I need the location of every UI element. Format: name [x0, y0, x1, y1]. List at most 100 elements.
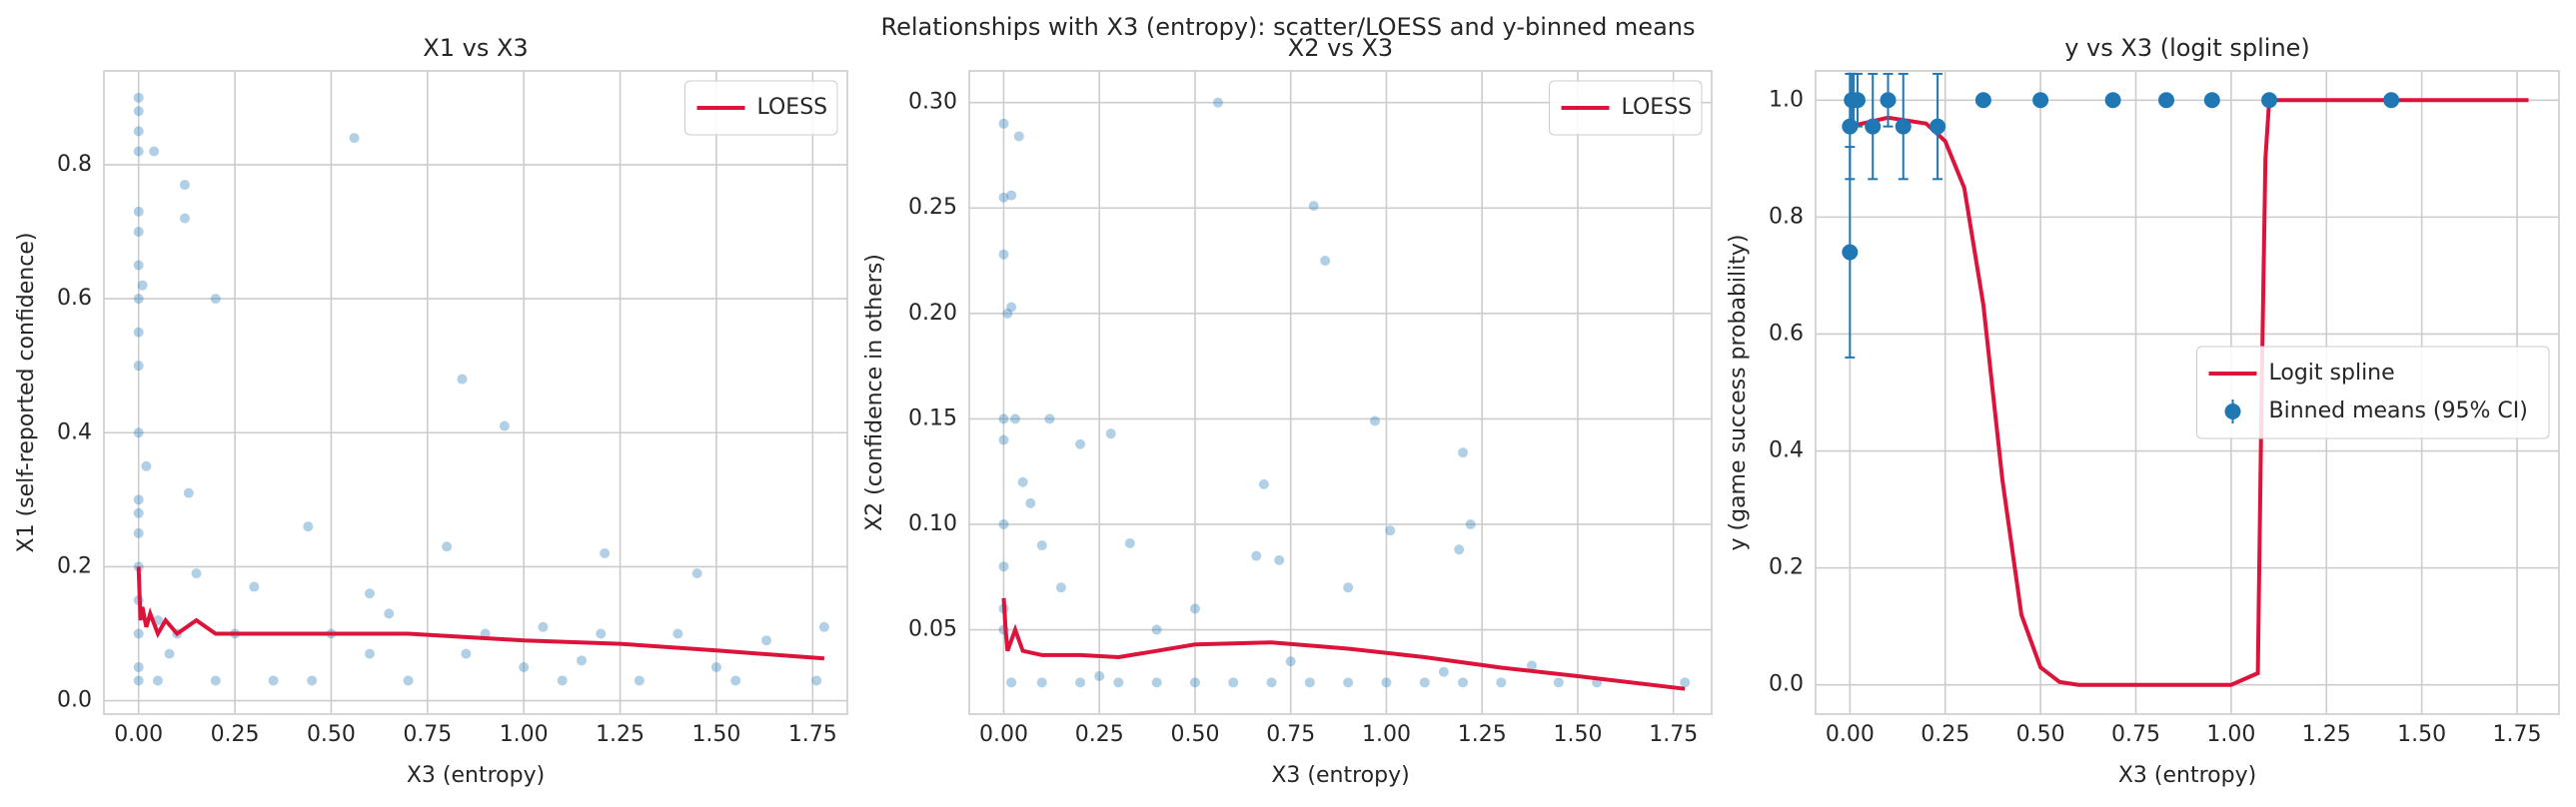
mean-marker [2032, 92, 2049, 109]
scatter-point [1496, 677, 1507, 688]
mean-marker [2261, 92, 2278, 109]
x-tick-label: 0.25 [1075, 722, 1124, 747]
scatter-point [179, 180, 190, 191]
scatter-point [137, 280, 148, 291]
scatter-point [1009, 413, 1020, 424]
scatter-point [133, 327, 144, 338]
scatter-point [133, 92, 144, 103]
x-tick-label: 0.75 [2111, 722, 2160, 747]
scatter-point [133, 294, 144, 305]
scatter-point [538, 621, 549, 632]
scatter-point [364, 648, 375, 659]
scatter-point [596, 628, 607, 639]
y-tick-label: 0.0 [57, 688, 92, 713]
legend-label: LOESS [1622, 95, 1693, 120]
scatter-point [1320, 256, 1331, 267]
scatter-point [133, 527, 144, 538]
scatter-point [1025, 497, 1036, 508]
scatter-point [133, 106, 144, 117]
mean-marker [1849, 92, 1866, 109]
scatter-point [634, 675, 644, 686]
y-tick-label: 0.6 [1769, 321, 1804, 346]
scatter-point [307, 675, 318, 686]
line [1849, 98, 2529, 687]
scatter-point [210, 675, 221, 686]
subplot: y vs X3 (logit spline) X3 (entropy) y (gam… [1726, 34, 2560, 788]
scatter-point [133, 227, 144, 237]
scatter-point [1075, 677, 1086, 688]
y-tick-label: 0.2 [1769, 555, 1804, 580]
scatter-point [1258, 478, 1269, 489]
scatter-point [1113, 677, 1124, 688]
y-tick-label: 0.8 [57, 152, 92, 177]
scatter-point [149, 146, 160, 157]
scatter-point [1266, 677, 1277, 688]
x-tick-label: 1.50 [691, 722, 740, 747]
scatter-point [133, 662, 144, 673]
y-tick-label: 1.0 [1769, 87, 1804, 112]
scatter-point [457, 374, 468, 385]
scatter-point [577, 655, 588, 666]
scatter-point [691, 568, 702, 579]
x-tick-label: 1.00 [2206, 722, 2255, 747]
scatter-point [1151, 624, 1162, 635]
line [136, 566, 825, 661]
x-axis-label: X3 (entropy) [407, 763, 545, 788]
scatter-point [152, 675, 163, 686]
y-tick-label: 0.10 [908, 511, 957, 536]
mean-marker [1842, 244, 1859, 261]
x-tick-label: 1.75 [2493, 722, 2542, 747]
scatter-point [1454, 544, 1465, 555]
scatter-point [1274, 554, 1285, 565]
y-tick-label: 0.0 [1769, 672, 1804, 697]
scatter-point [1343, 677, 1354, 688]
scatter-point [1189, 603, 1200, 614]
scatter-point [1553, 677, 1564, 688]
scatter-point [672, 628, 683, 639]
scatter-point [1228, 677, 1239, 688]
scatter-point [1036, 540, 1047, 551]
scatter-point [133, 675, 144, 686]
mean-marker [1895, 118, 1912, 135]
legend [2196, 346, 2550, 439]
legend [1549, 80, 1703, 136]
mean-marker [1865, 118, 1882, 135]
scatter-point [1006, 677, 1017, 688]
plot-frame [1815, 70, 2560, 715]
scatter-point [1124, 537, 1135, 548]
mean-marker [1880, 92, 1897, 109]
scatter-point [403, 675, 414, 686]
scatter-point [519, 662, 530, 673]
scatter-point [1381, 677, 1392, 688]
y-axis-label: X1 (self-reported confidence) [14, 233, 39, 553]
x-tick-label: 1.25 [2302, 722, 2351, 747]
x-tick-label: 1.25 [596, 722, 644, 747]
mean-marker [2383, 92, 2400, 109]
figure-title: Relationships with X3 (entropy): scatter… [881, 13, 1696, 41]
scatter-point [1212, 97, 1223, 108]
mean-marker [2158, 92, 2175, 109]
subplot-title: y vs X3 (logit spline) [2064, 34, 2310, 62]
scatter-point [133, 126, 144, 137]
subplot: X1 vs X3 X3 (entropy) X1 (self-reported co… [14, 34, 848, 788]
scatter-point [179, 213, 190, 224]
x-tick-label: 0.00 [114, 722, 163, 747]
scatter-point [133, 628, 144, 639]
y-tick-label: 0.4 [1769, 438, 1804, 463]
scatter-point [998, 413, 1009, 424]
scatter-point [1438, 666, 1449, 677]
scatter-point [710, 662, 721, 673]
x-tick-label: 0.25 [211, 722, 260, 747]
subplot-title: X1 vs X3 [423, 34, 528, 62]
scatter-point [442, 541, 453, 552]
x-tick-label: 0.50 [2016, 722, 2065, 747]
scatter-point [133, 206, 144, 217]
x-tick-label: 0.50 [307, 722, 356, 747]
scatter-point [818, 621, 829, 632]
scatter-point [1006, 302, 1017, 313]
scatter-point [1105, 428, 1116, 439]
scatter-point [998, 561, 1009, 572]
scatter-point [133, 146, 144, 157]
y-tick-label: 0.05 [908, 617, 957, 642]
